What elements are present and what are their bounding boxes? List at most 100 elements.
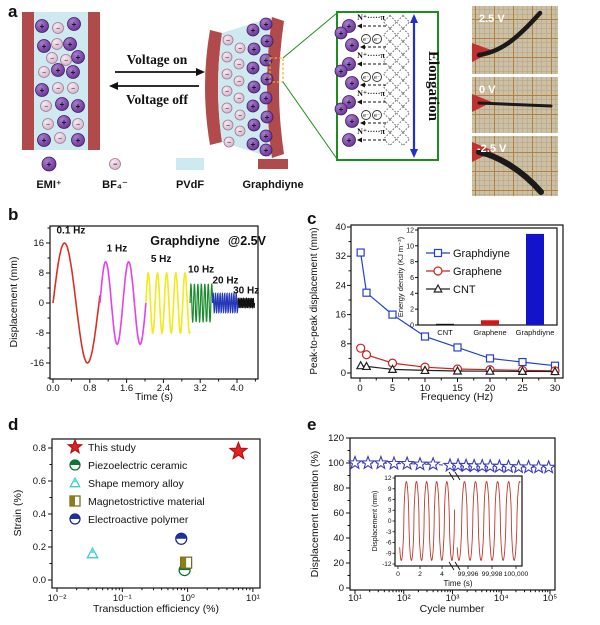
anion-icon — [40, 100, 52, 112]
legend-label: Electroactive polymer — [88, 514, 189, 526]
x-tick-label: 20 — [485, 383, 496, 394]
frequency-label: 1 Hz — [107, 243, 128, 254]
x-tick-label: 1.6 — [120, 383, 133, 394]
voltage-switch: Voltage on Voltage off — [109, 52, 205, 107]
n-pi-interaction-label: N⁺·····π — [357, 89, 385, 98]
series-line-graphdiyne — [360, 252, 556, 367]
panel-a-schematic: a + ++ +++ +++ +++ +−−− −−− −−− −− Voltage on Vo… — [8, 2, 558, 196]
legend-label-graphdiyne: Graphdiyne — [453, 248, 510, 260]
photo-label-minus2.5v: -2.5 V — [477, 143, 507, 155]
marker-cnt-icon — [355, 360, 366, 370]
cation-icon — [37, 39, 51, 53]
cation-plus: + — [350, 41, 355, 50]
y-tick-label: 24 — [335, 280, 346, 291]
anion-icon — [38, 66, 50, 78]
cation-icon — [246, 137, 260, 151]
y-tick-label: -16 — [30, 358, 44, 369]
y-tick-label: 100 — [328, 458, 344, 469]
legend-pvdf: PVdF — [176, 179, 204, 191]
y-tick-label: 0 — [341, 368, 346, 379]
retention-star-icon — [360, 454, 376, 470]
anion-minus: − — [64, 57, 68, 64]
pvdf-swatch — [176, 158, 204, 170]
marker-graphdiyne-icon — [420, 332, 430, 341]
anion-minus: − — [44, 103, 48, 110]
inset-y-tick-label: -9 — [386, 550, 392, 557]
panel-b-title-material: Graphdiyne — [150, 234, 220, 248]
cation-icon — [35, 83, 49, 97]
left-arrowhead-icon — [360, 44, 365, 50]
y-tick-label: 0.0 — [33, 575, 46, 586]
y-tick-label: 0 — [39, 298, 44, 309]
y-tick-label: 0.2 — [33, 542, 46, 553]
cation-icon — [55, 97, 69, 111]
marker-graphdiyne-icon — [518, 357, 527, 367]
frequency-label: 0.1 Hz — [56, 225, 85, 236]
cation-plus: + — [264, 146, 269, 155]
inset-waveform — [399, 480, 456, 562]
panel-e-cycling-stability: e 10¹ 10² 10³ 10⁴ 10⁵020406080100120129630-3… — [307, 415, 557, 615]
anion-minus: − — [55, 41, 59, 48]
legend-label-graphene: Graphene — [453, 266, 502, 278]
cation-plus: + — [40, 86, 45, 95]
anion-icon — [233, 75, 245, 87]
marker-half-fill — [89, 548, 96, 553]
panel-e-inset-xlabel: Time (s) — [443, 579, 472, 588]
anion-minus: − — [225, 71, 229, 78]
x-tick-label: 10 — [420, 383, 431, 394]
zoom-connector-bottom — [282, 81, 338, 160]
axis-break-icon — [448, 471, 461, 571]
cation-icon — [246, 23, 260, 37]
cation-icon — [41, 156, 57, 172]
cation-icon — [260, 34, 274, 48]
cation-icon — [345, 76, 359, 90]
waveform-1Hz — [99, 260, 147, 346]
legend-swatches: + − — [41, 156, 121, 172]
retention-star-icon — [540, 459, 557, 474]
marker-graphdiyne-icon — [362, 288, 371, 297]
cation-icon — [63, 37, 77, 51]
legend-marker-cnt-icon — [433, 283, 443, 293]
anion-minus: − — [71, 85, 75, 92]
y-tick-label: 16 — [33, 238, 44, 249]
x-tick-label: 0.0 — [46, 383, 59, 394]
cation-plus: + — [265, 113, 270, 122]
cation-icon — [71, 50, 85, 64]
y-tick-label: 0.8 — [33, 443, 46, 454]
y-tick-label: 0.4 — [33, 509, 46, 520]
molecular-inset: +N⁺·····π++N⁺·····π++N⁺·····π++N⁺·····π+… — [334, 11, 441, 161]
x-tick-label: 0.8 — [83, 383, 96, 394]
cation-icon — [259, 53, 273, 67]
strip-bent-up — [476, 10, 543, 58]
inset-y-tick-label: 12 — [406, 227, 414, 234]
cation-plus: + — [42, 42, 47, 51]
inset-y-tick-label: 2 — [410, 307, 414, 314]
elongation-label: Elongation — [425, 51, 441, 122]
cation-icon — [259, 143, 273, 157]
cation-plus: + — [265, 37, 270, 46]
y-tick-label: 16 — [335, 310, 346, 321]
anion-icon — [60, 54, 72, 66]
marker-cnt-icon — [550, 366, 560, 376]
panel-b-frequency-response: b 0.0 0.8 1.6 2.4 3.2 4.0 16 8 0 -8 -16 0.1 Hz 1 Hz 5… — [8, 205, 267, 403]
anion-icon — [233, 92, 245, 104]
cation-plus: + — [350, 79, 355, 88]
panel-e-plot: 10¹ 10² 10³ 10⁴ 10⁵020406080100120129630-3-6… — [328, 433, 557, 604]
strip-straight — [477, 101, 553, 108]
retention-star-icon — [425, 456, 441, 471]
marker-half-fill — [70, 514, 80, 519]
cation-plus: + — [251, 140, 256, 149]
legend-label: Magnetostrictive material — [88, 496, 205, 508]
inset-y-tick-label: 3 — [388, 507, 392, 514]
anion-icon — [221, 68, 233, 80]
zoom-region-box — [269, 57, 284, 83]
panel-b-title-voltage: @2.5V — [228, 234, 267, 248]
anion-icon — [222, 119, 234, 131]
inset-y-tick-label: -6 — [386, 540, 392, 547]
x-tick-label: 10⁻¹ — [113, 593, 132, 604]
cation-plus: + — [68, 40, 73, 49]
x-tick-label: 10⁵ — [543, 593, 558, 604]
